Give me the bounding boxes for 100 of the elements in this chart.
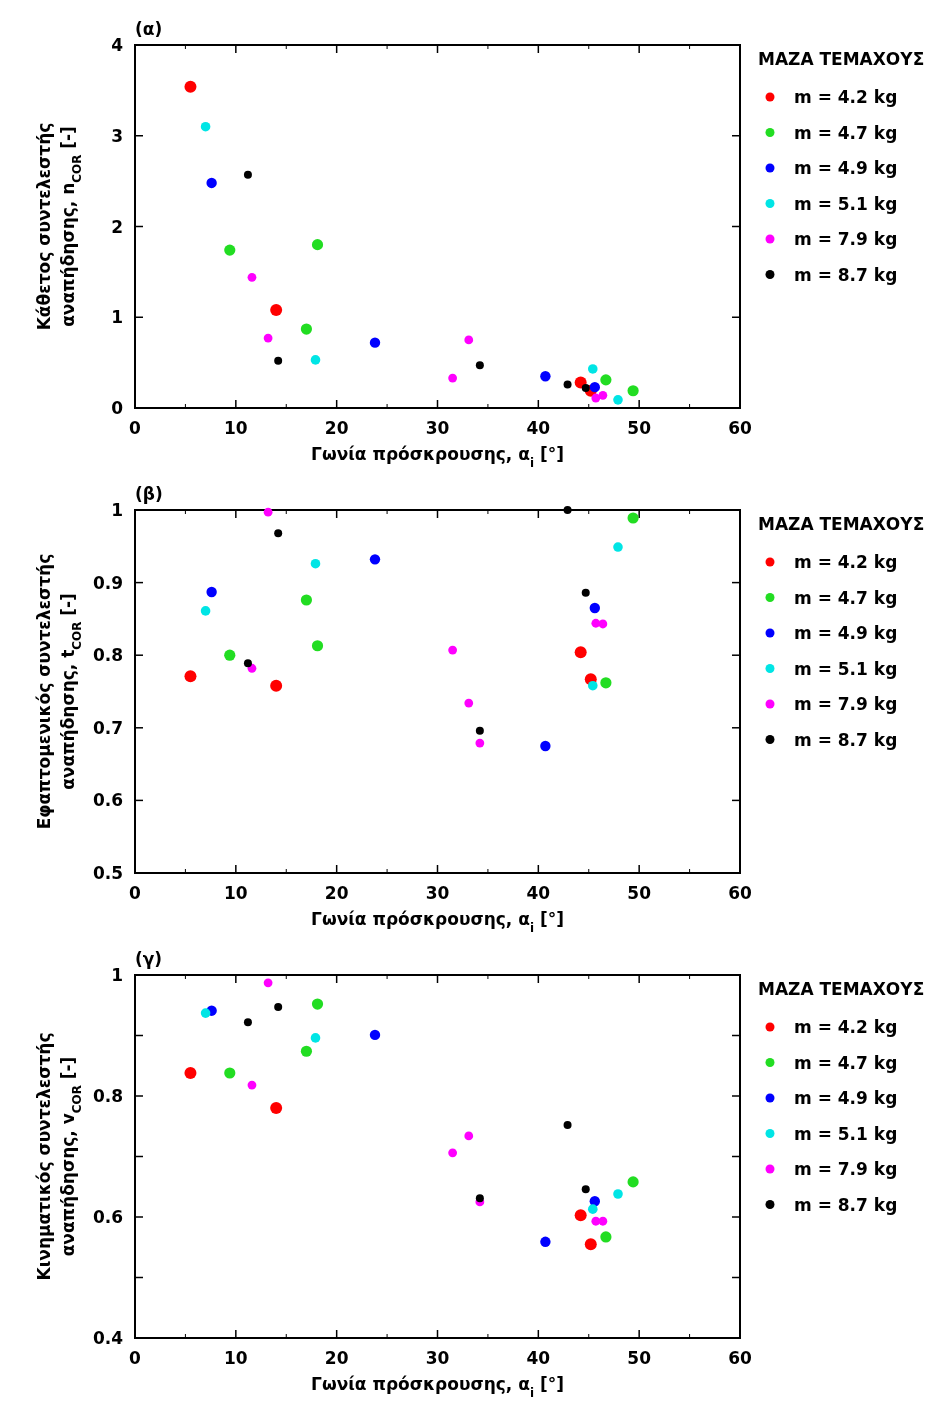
x-axis-title: Γωνία πρόσκρουσης, α$_{i}$ [°] bbox=[311, 1374, 564, 1400]
point bbox=[563, 506, 572, 514]
legend-label: m = 4.9 kg bbox=[794, 623, 898, 643]
point bbox=[274, 356, 283, 365]
point bbox=[274, 1003, 283, 1012]
point bbox=[184, 670, 197, 683]
point bbox=[300, 1045, 313, 1057]
point bbox=[311, 640, 324, 652]
point bbox=[263, 333, 273, 343]
point bbox=[581, 1185, 590, 1194]
point bbox=[206, 586, 217, 598]
point bbox=[270, 679, 283, 692]
y-tick-label: 0 bbox=[111, 398, 124, 418]
legend-label: m = 5.1 kg bbox=[794, 1123, 898, 1144]
y-tick-label: 0.6 bbox=[92, 1207, 123, 1227]
point bbox=[587, 680, 598, 691]
point bbox=[448, 373, 458, 383]
x-tick-label: 50 bbox=[627, 418, 652, 438]
y-tick-label: 0.7 bbox=[92, 717, 123, 738]
legend-label: m = 4.2 kg bbox=[794, 87, 898, 107]
point bbox=[600, 677, 612, 689]
y-tick-label: 0.8 bbox=[92, 1086, 123, 1106]
point bbox=[200, 1008, 211, 1018]
point bbox=[300, 323, 313, 335]
legend-label: m = 8.7 kg bbox=[794, 1194, 898, 1215]
point bbox=[613, 542, 623, 552]
point bbox=[563, 1121, 572, 1130]
point bbox=[310, 558, 321, 569]
point bbox=[600, 1231, 612, 1243]
x-tick-label: 10 bbox=[224, 1348, 248, 1368]
point bbox=[589, 381, 600, 393]
legend-label: m = 7.9 kg bbox=[794, 229, 898, 249]
point bbox=[263, 507, 273, 517]
legend-label: m = 5.1 kg bbox=[794, 658, 898, 679]
legend-title: ΜΑΖΑ ΤΕΜΑΧΟΥΣ bbox=[758, 979, 925, 999]
y-tick-label: 1 bbox=[111, 965, 123, 985]
point bbox=[598, 390, 608, 400]
point bbox=[587, 1204, 598, 1214]
point bbox=[247, 272, 257, 282]
point bbox=[184, 1067, 197, 1080]
point bbox=[581, 588, 590, 597]
legend-title: ΜΑΖΑ ΤΕΜΑΧΟΥΣ bbox=[758, 49, 925, 69]
point bbox=[581, 384, 590, 393]
point bbox=[270, 303, 283, 316]
x-tick-label: 30 bbox=[425, 883, 450, 903]
point bbox=[600, 374, 612, 386]
chart-title: (γ) bbox=[135, 949, 163, 969]
point bbox=[475, 738, 485, 748]
point bbox=[627, 512, 639, 524]
point bbox=[591, 393, 601, 403]
x-axis-title: Γωνία πρόσκρουσης, α$_{i}$ [°] bbox=[311, 444, 564, 470]
point bbox=[627, 385, 639, 397]
x-axis-title: Γωνία πρόσκρουσης, α$_{i}$ [°] bbox=[311, 909, 564, 935]
point bbox=[574, 646, 587, 659]
point bbox=[475, 361, 484, 370]
point bbox=[243, 1018, 252, 1027]
x-tick-label: 20 bbox=[324, 1348, 349, 1368]
point bbox=[243, 170, 252, 179]
x-tick-label: 60 bbox=[728, 883, 752, 903]
point bbox=[274, 529, 283, 538]
y-tick-label: 2 bbox=[111, 216, 123, 237]
point bbox=[627, 1176, 639, 1188]
point bbox=[591, 618, 601, 628]
point bbox=[475, 1194, 484, 1203]
point bbox=[540, 1236, 551, 1248]
legend-label: m = 4.9 kg bbox=[794, 158, 898, 178]
point bbox=[587, 364, 598, 374]
legend-label: m = 5.1 kg bbox=[794, 193, 898, 214]
legend-label: m = 7.9 kg bbox=[794, 694, 898, 714]
point bbox=[224, 244, 236, 256]
point bbox=[369, 1029, 381, 1041]
x-tick-label: 50 bbox=[627, 883, 652, 903]
legend-label: m = 4.7 kg bbox=[794, 122, 898, 143]
y-tick-label: 0.6 bbox=[92, 790, 123, 811]
y-tick-label: 1 bbox=[111, 307, 123, 328]
point bbox=[540, 371, 551, 382]
y-tick-label: 0.5 bbox=[92, 863, 123, 883]
point bbox=[200, 121, 211, 132]
point bbox=[270, 1102, 283, 1115]
point bbox=[369, 554, 381, 565]
y-tick-label: 0.8 bbox=[92, 645, 123, 666]
x-tick-label: 40 bbox=[526, 418, 551, 438]
legend-label: m = 4.7 kg bbox=[794, 1052, 898, 1073]
point bbox=[613, 395, 623, 405]
point bbox=[200, 606, 211, 616]
point bbox=[448, 1148, 458, 1158]
point bbox=[243, 659, 252, 668]
point bbox=[448, 645, 458, 655]
point bbox=[310, 355, 321, 365]
point bbox=[184, 80, 197, 93]
point bbox=[464, 1131, 474, 1141]
y-tick-label: 3 bbox=[111, 125, 123, 146]
point bbox=[310, 1033, 321, 1043]
point bbox=[224, 649, 236, 661]
point bbox=[613, 1189, 623, 1199]
y-tick-label: 0.4 bbox=[92, 1328, 124, 1348]
legend-label: m = 4.7 kg bbox=[794, 587, 898, 608]
x-tick-label: 60 bbox=[728, 418, 752, 438]
point bbox=[563, 380, 572, 389]
x-tick-label: 0 bbox=[129, 418, 142, 438]
